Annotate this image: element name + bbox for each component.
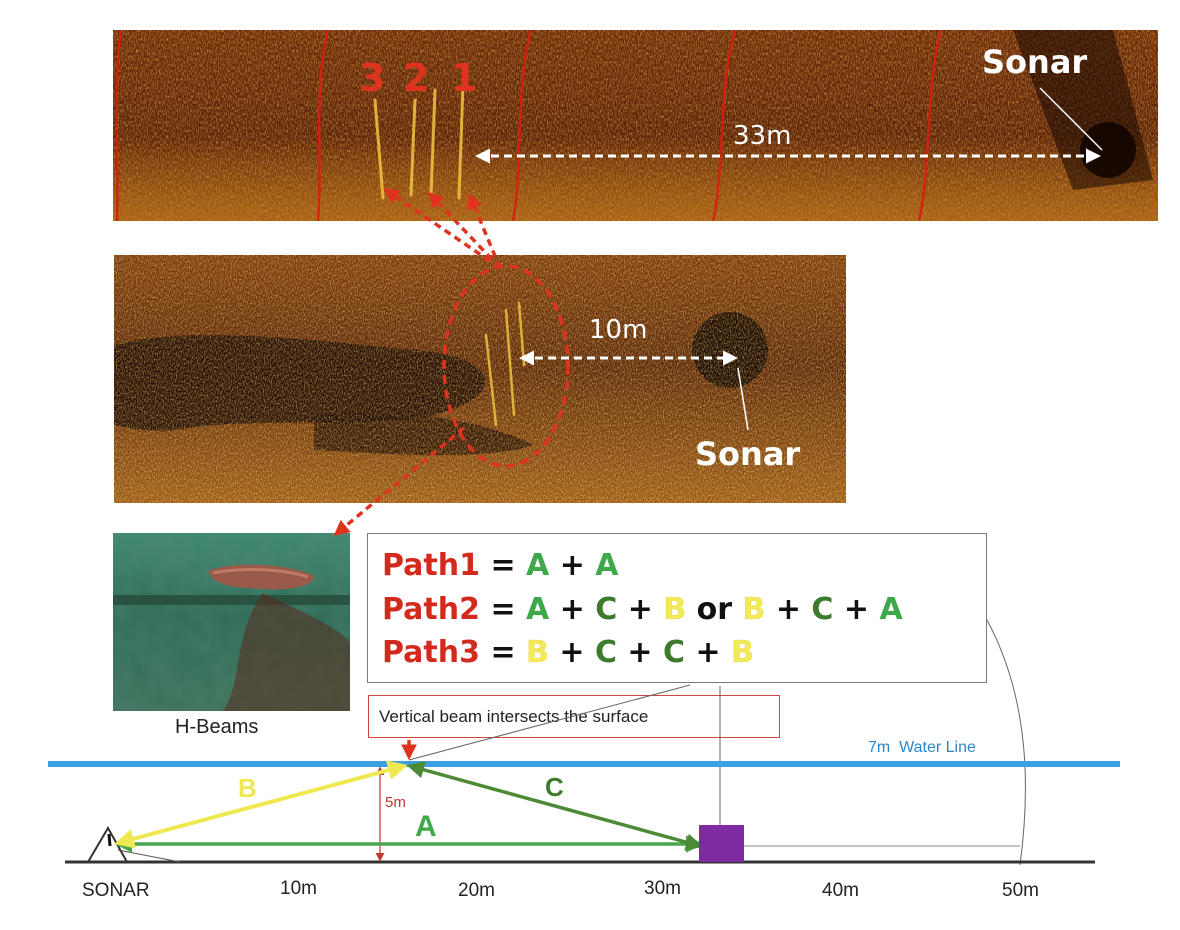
equation-term: = (480, 635, 527, 670)
path-b-line (114, 760, 408, 849)
axis-label-50m: 50m (1002, 880, 1039, 901)
top-distance-label: 33m (733, 121, 792, 151)
equation-path3: Path3 = B + C + C + B (382, 635, 754, 670)
equation-term: A (526, 548, 550, 583)
equation-term: B (663, 592, 687, 627)
equation-term: C (595, 592, 618, 627)
equation-term: or (686, 592, 743, 627)
equation-term: + (765, 592, 812, 627)
equation-term: C (811, 592, 834, 627)
equation-term: + (548, 635, 595, 670)
equation-term: + (549, 548, 596, 583)
equation-term: C (594, 635, 617, 670)
equation-term: + (616, 635, 663, 670)
equation-term: + (833, 592, 880, 627)
equation-term: = (480, 592, 527, 627)
equation-term: + (685, 635, 732, 670)
label-number-2: 2 (403, 56, 430, 100)
path-b-label: B (238, 773, 257, 803)
label-number-1: 1 (451, 56, 478, 100)
label-number-3: 3 (359, 56, 386, 100)
equation-term: Path2 (382, 592, 480, 627)
equation-term: B (526, 635, 549, 670)
equation-term: B (742, 592, 766, 627)
axis-label-10m: 10m (280, 878, 317, 899)
top-sonar-label: Sonar (982, 43, 1088, 81)
equation-term: C (663, 635, 686, 670)
axis-label-sonar: SONAR (82, 880, 150, 901)
sonar-device (87, 825, 128, 863)
middle-distance-label: 10m (589, 315, 648, 345)
path-a-label: A (415, 810, 437, 843)
photo-caption: H-Beams (175, 716, 259, 738)
axis-label-20m: 20m (458, 880, 495, 901)
water-line-label: 7m Water Line (868, 739, 976, 756)
equation-term: A (879, 592, 903, 627)
equation-path2: Path2 = A + C + B or B + C + A (382, 592, 903, 627)
axis-label-40m: 40m (822, 880, 859, 901)
vertical-beam-callout: Vertical beam intersects the surface (368, 695, 780, 738)
axis-label-30m: 30m (644, 878, 681, 899)
middle-sonar-label: Sonar (695, 435, 801, 473)
top-sonar-image (113, 30, 1158, 221)
equation-term: = (480, 548, 527, 583)
equation-term: Path3 (382, 635, 480, 670)
equation-path1: Path1 = A + A (382, 548, 619, 583)
equation-term: B (731, 635, 754, 670)
target-box (699, 825, 744, 862)
height-label: 5m (385, 794, 406, 811)
path-equations-box: Path1 = A + A Path2 = A + C + B or B + C… (367, 533, 987, 683)
equation-term: + (617, 592, 664, 627)
h-beams-photo (113, 533, 350, 711)
equation-term: A (526, 592, 550, 627)
equation-term: Path1 (382, 548, 480, 583)
equation-term: A (595, 548, 619, 583)
path-c-label: C (545, 772, 564, 802)
equation-term: + (549, 592, 596, 627)
